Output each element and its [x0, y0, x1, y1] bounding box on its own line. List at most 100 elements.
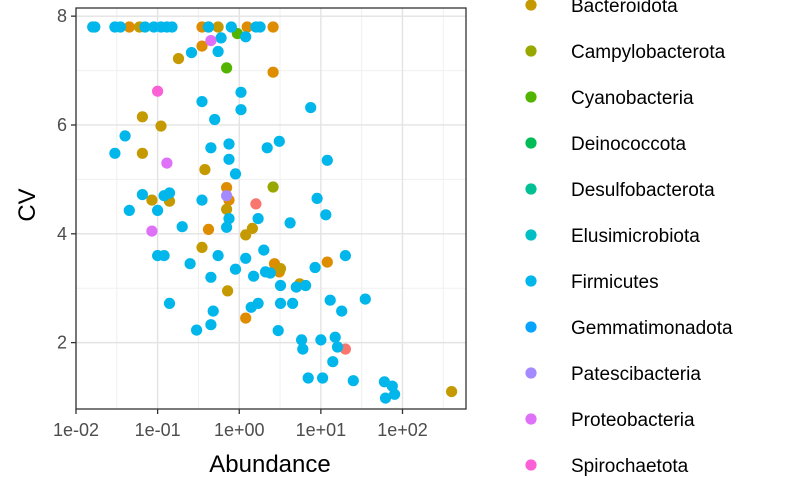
y-tick-label: 6: [57, 115, 67, 135]
data-point: [161, 157, 173, 169]
data-point: [297, 343, 309, 355]
legend-label: Proteobacteria: [571, 410, 695, 431]
legend-key: [525, 367, 537, 379]
legend-label: Gemmatimonadota: [571, 318, 733, 339]
data-point: [123, 204, 135, 216]
y-axis-title: CV: [14, 188, 41, 221]
x-axis-title: Abundance: [209, 451, 330, 478]
data-point: [305, 102, 317, 114]
data-point: [296, 334, 308, 346]
panel-border: [75, 7, 467, 410]
data-point: [274, 297, 287, 309]
data-point: [136, 147, 148, 159]
y-tick-label: 4: [57, 224, 67, 244]
legend-key: [525, 321, 537, 333]
data-point: [222, 285, 234, 297]
data-point: [158, 250, 170, 262]
data-point: [123, 21, 135, 33]
legend-key: [525, 275, 537, 287]
data-point: [229, 263, 242, 275]
data-point: [221, 221, 233, 233]
data-point: [221, 182, 233, 194]
data-point: [114, 21, 126, 33]
data-point: [223, 138, 235, 150]
y-tick-label: 2: [57, 333, 67, 353]
data-point: [272, 325, 284, 337]
data-point: [205, 319, 217, 331]
data-point: [109, 147, 121, 159]
data-point: [267, 66, 279, 78]
data-point: [221, 190, 233, 202]
data-point: [205, 35, 217, 47]
legend-label: Elusimicrobiota: [571, 226, 700, 247]
data-point: [240, 252, 252, 264]
data-point: [89, 21, 101, 33]
data-points: [87, 21, 458, 404]
y-tick-label: 8: [57, 6, 67, 26]
data-point: [155, 120, 167, 132]
data-point: [221, 203, 233, 215]
data-point: [309, 261, 321, 274]
data-point: [347, 375, 359, 387]
data-point: [254, 21, 266, 33]
data-point: [320, 209, 332, 221]
x-tick-label: 1e+01: [296, 420, 347, 440]
data-point: [202, 223, 215, 235]
data-point: [191, 324, 203, 336]
legend-key: [525, 0, 537, 11]
data-point: [311, 192, 323, 204]
axes: 1e-02 1e-01 1e+00 1e+01 1e+02 2 4 6 8: [53, 6, 428, 440]
data-point: [252, 297, 264, 309]
data-point: [207, 305, 219, 317]
data-point: [274, 263, 287, 275]
data-point: [284, 217, 296, 229]
data-point: [152, 85, 164, 97]
plot-panel-border: [75, 7, 467, 410]
data-point: [321, 256, 333, 268]
data-point: [273, 135, 285, 147]
data-point: [166, 21, 178, 33]
data-point: [274, 279, 287, 292]
data-point: [163, 297, 176, 309]
data-point: [287, 297, 299, 309]
data-point: [215, 32, 227, 44]
data-point: [246, 222, 258, 234]
x-tick-label: 1e-01: [135, 420, 181, 440]
data-point: [196, 40, 208, 52]
data-point: [446, 386, 458, 398]
legend-key: [525, 183, 537, 195]
data-point: [240, 31, 252, 43]
data-point: [196, 194, 208, 206]
data-point: [152, 204, 164, 216]
data-point: [267, 21, 279, 33]
data-point: [235, 86, 247, 98]
data-point: [176, 221, 188, 233]
data-point: [235, 104, 247, 116]
legend-key: [525, 413, 537, 425]
x-tick-label: 1e+00: [214, 420, 265, 440]
data-point: [267, 181, 279, 193]
data-point: [146, 194, 158, 206]
data-point: [205, 271, 217, 283]
data-point: [290, 281, 302, 293]
data-point: [119, 130, 131, 142]
legend-key: [525, 91, 537, 103]
data-point: [185, 47, 198, 59]
legend-label: Cyanobacteria: [571, 88, 694, 109]
data-point: [302, 372, 314, 384]
data-point: [146, 225, 158, 237]
data-point: [389, 388, 401, 400]
data-point: [331, 341, 344, 353]
data-point: [336, 305, 348, 317]
data-point: [329, 331, 341, 343]
data-point: [379, 392, 392, 404]
legend-label: Patescibacteria: [571, 364, 701, 385]
legend-label: Campylobacterota: [571, 42, 726, 63]
legend-label: Bacteroidota: [571, 0, 678, 17]
legend: Bacteroidota Campylobacterota Cyanobacteri…: [525, 0, 733, 477]
data-point: [359, 293, 371, 305]
data-point: [317, 372, 329, 384]
legend-key: [525, 459, 537, 471]
legend-key: [525, 229, 537, 241]
